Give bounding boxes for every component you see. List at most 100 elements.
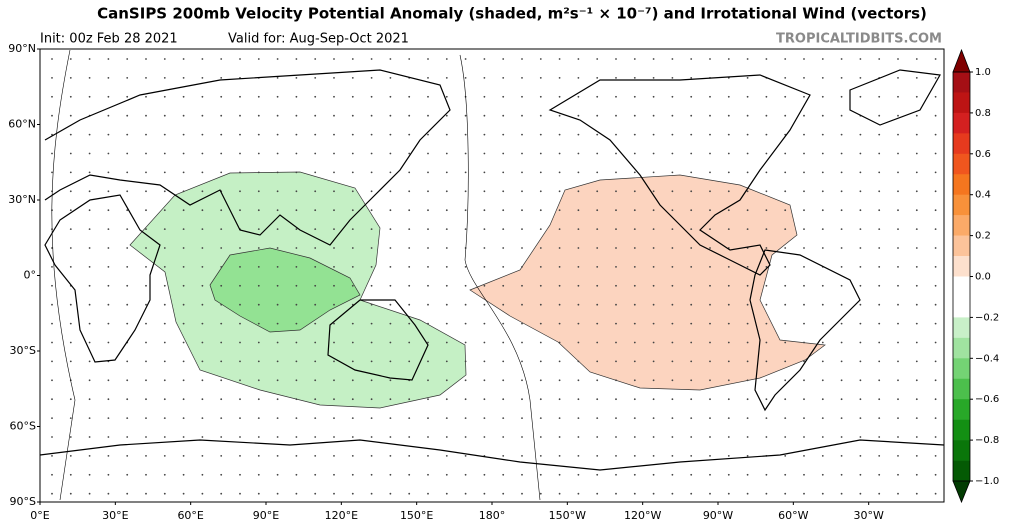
colorbar-band bbox=[953, 92, 970, 114]
vector-dot bbox=[201, 95, 204, 98]
vector-dot bbox=[464, 209, 467, 212]
vector-dot bbox=[239, 95, 241, 98]
vector-dot bbox=[803, 341, 805, 344]
vector-dot bbox=[351, 473, 354, 476]
vector-dot bbox=[596, 341, 599, 344]
vector-dot bbox=[107, 473, 110, 476]
vector-dot bbox=[502, 436, 505, 438]
vector-dot bbox=[239, 455, 241, 457]
vector-dot bbox=[840, 417, 843, 419]
vector-dot bbox=[182, 284, 185, 287]
lat-label: 60°N bbox=[8, 118, 36, 131]
vector-dot bbox=[765, 152, 768, 155]
vector-dot bbox=[126, 228, 129, 231]
vector-dot bbox=[539, 95, 542, 98]
vector-dot bbox=[915, 341, 918, 344]
vector-dot bbox=[333, 77, 335, 79]
vector-dot bbox=[107, 190, 110, 193]
vector-dot bbox=[915, 228, 918, 231]
vector-dot bbox=[633, 133, 636, 136]
vector-dot bbox=[765, 417, 768, 419]
vector-dot bbox=[615, 114, 617, 117]
vector-dot bbox=[765, 322, 768, 325]
vector-dot bbox=[370, 95, 373, 98]
vector-dot bbox=[690, 417, 693, 419]
vector-dot bbox=[145, 95, 147, 98]
vector-dot bbox=[427, 322, 429, 325]
vector-dot bbox=[126, 379, 129, 382]
vector-dot bbox=[859, 247, 862, 249]
vector-dot bbox=[145, 77, 147, 79]
vector-dot bbox=[314, 341, 317, 344]
vector-dot bbox=[276, 436, 279, 438]
vector-dot bbox=[784, 228, 787, 231]
vector-dot bbox=[539, 379, 542, 382]
vector-dot bbox=[88, 284, 91, 287]
vector-dot bbox=[558, 171, 561, 174]
vector-dot bbox=[295, 247, 298, 249]
vector-dot bbox=[314, 133, 317, 136]
vector-dot bbox=[840, 77, 843, 79]
vector-dot bbox=[408, 455, 411, 457]
vector-dot bbox=[633, 492, 636, 495]
vector-dot bbox=[746, 360, 749, 363]
vector-dot bbox=[878, 284, 881, 287]
vector-dot bbox=[803, 228, 805, 231]
vector-dot bbox=[257, 473, 260, 476]
vector-dot bbox=[51, 95, 53, 98]
vector-dot bbox=[765, 379, 768, 382]
vector-dot bbox=[671, 95, 674, 98]
vector-dot bbox=[126, 58, 129, 60]
vector-dot bbox=[539, 341, 542, 344]
vector-dot bbox=[727, 171, 730, 174]
vector-dot bbox=[709, 58, 711, 60]
vector-dot bbox=[427, 455, 429, 457]
vector-dot bbox=[803, 436, 805, 438]
vector-dot bbox=[652, 360, 655, 363]
vector-dot bbox=[88, 436, 91, 438]
vector-dot bbox=[840, 473, 843, 476]
vector-dot bbox=[389, 360, 392, 363]
vector-dot bbox=[445, 209, 448, 212]
vector-dot bbox=[652, 209, 655, 212]
vector-dot bbox=[107, 95, 110, 98]
vector-dot bbox=[126, 322, 129, 325]
vector-dot bbox=[652, 77, 655, 79]
vector-dot bbox=[502, 95, 505, 98]
vector-dot bbox=[257, 284, 260, 287]
vector-dot bbox=[784, 322, 787, 325]
vector-dot bbox=[897, 284, 899, 287]
vector-dot bbox=[915, 473, 918, 476]
vector-dot bbox=[671, 492, 674, 495]
vector-dot bbox=[539, 228, 542, 231]
vector-dot bbox=[239, 152, 241, 155]
vector-dot bbox=[276, 284, 279, 287]
vector-dot bbox=[427, 417, 429, 419]
vector-dot bbox=[145, 266, 147, 268]
vector-dot bbox=[445, 247, 448, 249]
vector-dot bbox=[389, 284, 392, 287]
vector-dot bbox=[746, 436, 749, 438]
vector-dot bbox=[145, 114, 147, 117]
vector-dot bbox=[615, 247, 617, 249]
vector-dot bbox=[502, 341, 505, 344]
vector-dot bbox=[897, 360, 899, 363]
vector-dot bbox=[88, 190, 91, 193]
vector-dot bbox=[784, 266, 787, 268]
vector-dot bbox=[878, 341, 881, 344]
vector-dot bbox=[934, 228, 937, 231]
vector-dot bbox=[539, 398, 542, 401]
vector-dot bbox=[182, 379, 185, 382]
vector-dot bbox=[445, 436, 448, 438]
vector-dot bbox=[145, 284, 147, 287]
vector-dot bbox=[784, 492, 787, 495]
vector-dot bbox=[276, 228, 279, 231]
vector-dot bbox=[295, 455, 298, 457]
vector-dot bbox=[934, 360, 937, 363]
coast-antarctica bbox=[39, 439, 945, 471]
vector-dot bbox=[333, 341, 335, 344]
vector-dot bbox=[840, 379, 843, 382]
vector-dot bbox=[633, 341, 636, 344]
